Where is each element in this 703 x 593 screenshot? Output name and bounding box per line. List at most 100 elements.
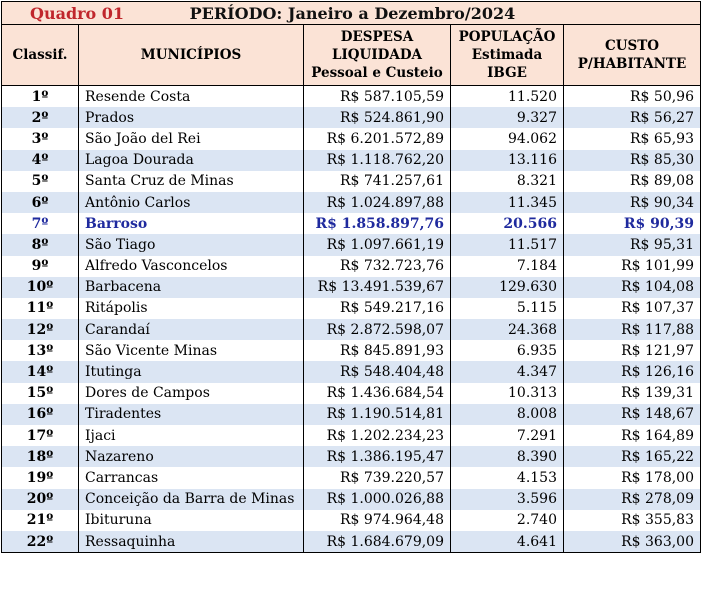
table-row: 18º Nazareno R$ 1.386.195,47 8.390 R$ 165,22: [1, 446, 701, 468]
municipality-cell: Ritápolis: [78, 297, 304, 320]
header-municipality: MUNICÍPIOS: [78, 24, 304, 86]
expense-cell: R$ 741.257,61: [303, 170, 451, 192]
expense-cell: R$ 1.386.195,47: [303, 446, 451, 468]
cost-cell: R$ 56,27: [563, 107, 701, 129]
header-population: POPULAÇÃO Estimada IBGE: [450, 24, 564, 86]
population-cell: 5.115: [450, 297, 564, 320]
population-cell: 8.008: [450, 403, 564, 425]
municipality-cell: Nazareno: [78, 446, 304, 468]
title-row: Quadro 01 PERÍODO: Janeiro a Dezembro/20…: [1, 1, 701, 25]
cost-cell: R$ 101,99: [563, 255, 701, 277]
table-row: 1º Resende Costa R$ 587.105,59 11.520 R$ 50,…: [1, 85, 701, 108]
municipality-cell: Lagoa Dourada: [78, 149, 304, 171]
rank-cell: 12º: [1, 319, 79, 341]
municipality-cell: Carandaí: [78, 319, 304, 341]
rank-cell: 18º: [1, 446, 79, 468]
table-row: 16º Tiradentes R$ 1.190.514,81 8.008 R$ 148,…: [1, 403, 701, 425]
expense-cell: R$ 13.491.539,67: [303, 276, 451, 298]
header-row: Classif. MUNICÍPIOS DESPESA LIQUIDADA Pe…: [1, 24, 701, 86]
header-expense: DESPESA LIQUIDADA Pessoal e Custeio: [303, 24, 451, 86]
rank-cell: 9º: [1, 255, 79, 277]
table-row: 11º Ritápolis R$ 549.217,16 5.115 R$ 107,37: [1, 297, 701, 320]
expense-cell: R$ 1.190.514,81: [303, 403, 451, 425]
rank-cell: 19º: [1, 467, 79, 489]
population-cell: 11.517: [450, 234, 564, 256]
population-cell: 4.153: [450, 467, 564, 489]
rank-cell: 3º: [1, 128, 79, 150]
municipality-cell: Conceição da Barra de Minas: [78, 488, 304, 510]
cost-cell: R$ 89,08: [563, 170, 701, 192]
cost-cell: R$ 148,67: [563, 403, 701, 425]
table-row: 22º Ressaquinha R$ 1.684.679,09 4.641 R$ 363…: [1, 530, 701, 554]
expense-cell: R$ 974.964,48: [303, 509, 451, 531]
cost-cell: R$ 117,88: [563, 319, 701, 341]
period-title: PERÍODO: Janeiro a Dezembro/2024: [189, 3, 516, 23]
municipality-cell: Tiradentes: [78, 403, 304, 425]
population-cell: 7.184: [450, 255, 564, 277]
municipality-cell: Ressaquinha: [78, 530, 304, 554]
table-row: 19º Carrancas R$ 739.220,57 4.153 R$ 178,00: [1, 467, 701, 489]
table-row: 2º Prados R$ 524.861,90 9.327 R$ 56,27: [1, 107, 701, 129]
header-population-line: POPULAÇÃO: [458, 29, 556, 45]
cost-cell: R$ 121,97: [563, 340, 701, 362]
municipality-cell: São Vicente Minas: [78, 340, 304, 362]
header-cost: CUSTO P/HABITANTE: [563, 24, 701, 86]
table-row: 8º São Tiago R$ 1.097.661,19 11.517 R$ 95,31: [1, 234, 701, 256]
expense-cell: R$ 6.201.572,89: [303, 128, 451, 150]
expense-cell: R$ 1.858.897,76: [303, 213, 451, 235]
cost-cell: R$ 278,09: [563, 488, 701, 510]
cost-cell: R$ 126,16: [563, 361, 701, 383]
header-rank: Classif.: [1, 24, 79, 86]
population-cell: 4.347: [450, 361, 564, 383]
rank-cell: 10º: [1, 276, 79, 298]
expense-cell: R$ 1.118.762,20: [303, 149, 451, 171]
rank-cell: 14º: [1, 361, 79, 383]
population-cell: 94.062: [450, 128, 564, 150]
rank-cell: 4º: [1, 149, 79, 171]
municipality-cell: Itutinga: [78, 361, 304, 383]
rank-cell: 16º: [1, 403, 79, 425]
population-cell: 4.641: [450, 530, 564, 554]
table-row: 4º Lagoa Dourada R$ 1.118.762,20 13.116 R$ 8…: [1, 149, 701, 171]
population-cell: 9.327: [450, 107, 564, 129]
population-cell: 8.390: [450, 446, 564, 468]
expense-cell: R$ 732.723,76: [303, 255, 451, 277]
municipality-cell: Resende Costa: [78, 85, 304, 108]
municipality-cell: Ibituruna: [78, 509, 304, 531]
table-row: 21º Ibituruna R$ 974.964,48 2.740 R$ 355,83: [1, 509, 701, 531]
cost-cell: R$ 178,00: [563, 467, 701, 489]
ranking-table: Quadro 01 PERÍODO: Janeiro a Dezembro/20…: [1, 1, 701, 554]
table-row: 20º Conceição da Barra de Minas R$ 1.000.0…: [1, 488, 701, 510]
cost-cell: R$ 165,22: [563, 446, 701, 468]
expense-cell: R$ 1.436.684,54: [303, 382, 451, 404]
rank-cell: 22º: [1, 530, 79, 554]
expense-cell: R$ 1.684.679,09: [303, 530, 451, 554]
cost-cell: R$ 164,89: [563, 425, 701, 447]
table-row: 12º Carandaí R$ 2.872.598,07 24.368 R$ 117,8…: [1, 319, 701, 341]
rank-cell: 8º: [1, 234, 79, 256]
municipality-cell: São João del Rei: [78, 128, 304, 150]
municipality-cell: Santa Cruz de Minas: [78, 170, 304, 192]
rank-cell: 13º: [1, 340, 79, 362]
expense-cell: R$ 1.000.026,88: [303, 488, 451, 510]
population-cell: 13.116: [450, 149, 564, 171]
rank-cell: 2º: [1, 107, 79, 129]
rank-cell: 15º: [1, 382, 79, 404]
table-row: 17º Ijaci R$ 1.202.234,23 7.291 R$ 164,89: [1, 425, 701, 447]
rank-cell: 5º: [1, 170, 79, 192]
municipality-cell: Dores de Campos: [78, 382, 304, 404]
municipality-cell: Carrancas: [78, 467, 304, 489]
table-row: 6º Antônio Carlos R$ 1.024.897,88 11.345 R$ …: [1, 191, 701, 214]
rank-cell: 20º: [1, 488, 79, 510]
cost-cell: R$ 363,00: [563, 530, 701, 554]
table-row: 15º Dores de Campos R$ 1.436.684,54 10.313 R…: [1, 382, 701, 404]
rank-cell: 17º: [1, 425, 79, 447]
cost-cell: R$ 139,31: [563, 382, 701, 404]
table-label: Quadro 01: [30, 3, 125, 23]
table-row: 10º Barbacena R$ 13.491.539,67 129.630 R$ 10…: [1, 276, 701, 298]
population-cell: 2.740: [450, 509, 564, 531]
rank-cell: 21º: [1, 509, 79, 531]
population-cell: 7.291: [450, 425, 564, 447]
expense-cell: R$ 1.024.897,88: [303, 191, 451, 214]
population-cell: 3.596: [450, 488, 564, 510]
